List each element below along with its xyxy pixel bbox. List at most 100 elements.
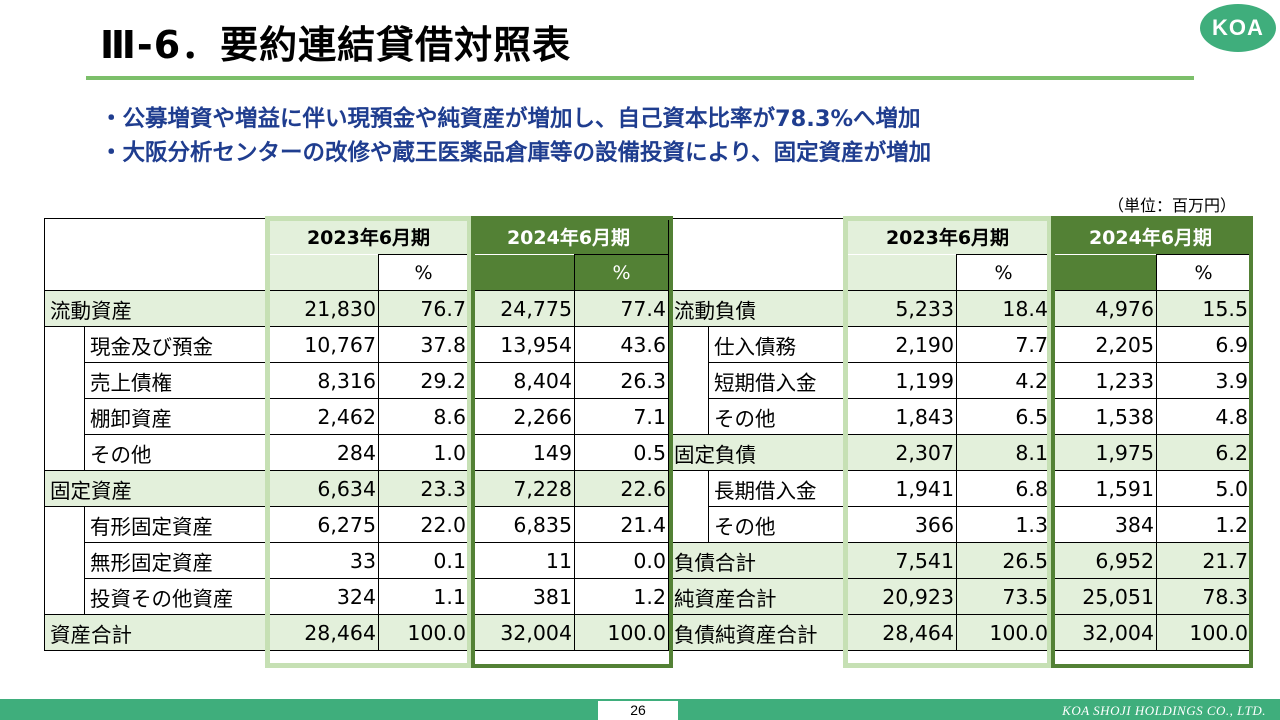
asset-value-2024: 32,004 bbox=[468, 614, 575, 651]
liability-percent-2023: 26.5 bbox=[956, 542, 1051, 579]
asset-indent-spacer bbox=[44, 326, 85, 363]
header-blank-liabilities bbox=[668, 254, 845, 291]
summary-bullets: ・公募増資や増益に伴い現預金や純資産が増加し、自己資本比率が78.3%へ増加 ・… bbox=[100, 102, 931, 170]
asset-category-label: 固定資産 bbox=[44, 470, 269, 507]
liability-percent-2024: 3.9 bbox=[1156, 362, 1251, 399]
liability-percent-2024: 4.8 bbox=[1156, 398, 1251, 435]
asset-value-2023: 21,830 bbox=[268, 290, 379, 327]
liability-item-label: その他 bbox=[708, 506, 845, 543]
asset-percent-2024: 26.3 bbox=[574, 362, 669, 399]
period-header-2024: 2024年6月期 bbox=[468, 218, 669, 255]
asset-item-label: 売上債権 bbox=[84, 362, 269, 399]
asset-percent-2023: 29.2 bbox=[378, 362, 469, 399]
liability-item-label: 長期借入金 bbox=[708, 470, 845, 507]
asset-indent-spacer bbox=[44, 398, 85, 435]
liability-percent-2024: 100.0 bbox=[1156, 614, 1251, 651]
liability-value-2024: 4,976 bbox=[1050, 290, 1157, 327]
liability-value-2023: 2,307 bbox=[844, 434, 957, 471]
asset-value-2023: 33 bbox=[268, 542, 379, 579]
liability-category-label: 固定負債 bbox=[668, 434, 845, 471]
liability-value-2024: 2,205 bbox=[1050, 326, 1157, 363]
liability-percent-2024: 21.7 bbox=[1156, 542, 1251, 579]
liability-percent-2024: 15.5 bbox=[1156, 290, 1251, 327]
liability-value-2023: 28,464 bbox=[844, 614, 957, 651]
asset-item-label: 棚卸資産 bbox=[84, 398, 269, 435]
asset-percent-2023: 8.6 bbox=[378, 398, 469, 435]
asset-percent-2024: 0.5 bbox=[574, 434, 669, 471]
table-row: 現金及び預金 10,767 37.8 13,954 43.6 仕入債務 2,190 7.7 2,… bbox=[44, 326, 1251, 363]
liability-percent-2023: 100.0 bbox=[956, 614, 1051, 651]
asset-value-2023: 2,462 bbox=[268, 398, 379, 435]
period-header-2024: 2024年6月期 bbox=[1050, 218, 1251, 255]
table-row: 資産合計 28,464 100.0 32,004 100.0 負債純資産合計 28,464 1… bbox=[44, 614, 1251, 651]
header-blank-2024 bbox=[468, 254, 575, 291]
asset-value-2024: 11 bbox=[468, 542, 575, 579]
table-row: その他 284 1.0 149 0.5 固定負債 2,307 8.1 1,975 6.2 bbox=[44, 434, 1251, 471]
percent-header: % bbox=[956, 254, 1051, 291]
liability-percent-2023: 18.4 bbox=[956, 290, 1051, 327]
liability-value-2023: 1,843 bbox=[844, 398, 957, 435]
asset-percent-2024: 43.6 bbox=[574, 326, 669, 363]
liability-percent-2023: 1.3 bbox=[956, 506, 1051, 543]
liability-value-2024: 32,004 bbox=[1050, 614, 1157, 651]
percent-header: % bbox=[1156, 254, 1251, 291]
asset-category-label: 流動資産 bbox=[44, 290, 269, 327]
asset-indent-spacer bbox=[44, 542, 85, 579]
liability-percent-2024: 6.9 bbox=[1156, 326, 1251, 363]
liability-value-2024: 1,591 bbox=[1050, 470, 1157, 507]
asset-percent-2023: 37.8 bbox=[378, 326, 469, 363]
liability-category-label: 純資産合計 bbox=[668, 578, 845, 615]
asset-percent-2023: 1.1 bbox=[378, 578, 469, 615]
liability-percent-2023: 6.8 bbox=[956, 470, 1051, 507]
asset-indent-spacer bbox=[44, 506, 85, 543]
header-row-period: 2023年6月期 2024年6月期 2023年6月期 2024年6月期 bbox=[44, 218, 1251, 255]
asset-percent-2024: 7.1 bbox=[574, 398, 669, 435]
liability-item-label: 短期借入金 bbox=[708, 362, 845, 399]
liability-value-2023: 1,941 bbox=[844, 470, 957, 507]
table-row: 有形固定資産 6,275 22.0 6,835 21.4 その他 366 1.3 384 1.2 bbox=[44, 506, 1251, 543]
table-row: 流動資産 21,830 76.7 24,775 77.4 流動負債 5,233 18.4 4,9… bbox=[44, 290, 1251, 327]
liability-indent-spacer bbox=[668, 470, 709, 507]
asset-percent-2024: 22.6 bbox=[574, 470, 669, 507]
title-underline bbox=[86, 76, 1194, 80]
asset-item-label: 有形固定資産 bbox=[84, 506, 269, 543]
header-blank-assets bbox=[44, 254, 269, 291]
asset-item-label: 無形固定資産 bbox=[84, 542, 269, 579]
asset-percent-2023: 100.0 bbox=[378, 614, 469, 651]
unit-note: （単位：百万円） bbox=[1107, 196, 1236, 215]
liability-indent-spacer bbox=[668, 398, 709, 435]
liability-value-2023: 1,199 bbox=[844, 362, 957, 399]
asset-indent-spacer bbox=[44, 362, 85, 399]
liability-category-label: 流動負債 bbox=[668, 290, 845, 327]
asset-percent-2023: 1.0 bbox=[378, 434, 469, 471]
liability-indent-spacer bbox=[668, 362, 709, 399]
asset-percent-2023: 76.7 bbox=[378, 290, 469, 327]
asset-value-2023: 6,275 bbox=[268, 506, 379, 543]
liability-indent-spacer bbox=[668, 506, 709, 543]
liability-percent-2024: 78.3 bbox=[1156, 578, 1251, 615]
liability-percent-2023: 73.5 bbox=[956, 578, 1051, 615]
liability-value-2024: 25,051 bbox=[1050, 578, 1157, 615]
table-row: 売上債権 8,316 29.2 8,404 26.3 短期借入金 1,199 4.2 1,233… bbox=[44, 362, 1251, 399]
asset-value-2024: 149 bbox=[468, 434, 575, 471]
liability-percent-2023: 4.2 bbox=[956, 362, 1051, 399]
liability-percent-2023: 8.1 bbox=[956, 434, 1051, 471]
table-row: 投資その他資産 324 1.1 381 1.2 純資産合計 20,923 73.5 25,051… bbox=[44, 578, 1251, 615]
bullet-item: ・公募増資や増益に伴い現預金や純資産が増加し、自己資本比率が78.3%へ増加 bbox=[100, 106, 921, 132]
header-blank-2023 bbox=[844, 254, 957, 291]
table-row: 棚卸資産 2,462 8.6 2,266 7.1 その他 1,843 6.5 1,538 4.8 bbox=[44, 398, 1251, 435]
header-blank-2024 bbox=[1050, 254, 1157, 291]
liability-percent-2024: 1.2 bbox=[1156, 506, 1251, 543]
asset-value-2023: 6,634 bbox=[268, 470, 379, 507]
bullet-item: ・大阪分析センターの改修や蔵王医薬品倉庫等の設備投資により、固定資産が増加 bbox=[100, 140, 932, 166]
asset-percent-2023: 0.1 bbox=[378, 542, 469, 579]
asset-value-2024: 24,775 bbox=[468, 290, 575, 327]
liability-indent-spacer bbox=[668, 326, 709, 363]
table-row: 無形固定資産 33 0.1 11 0.0 負債合計 7,541 26.5 6,952 21.7 bbox=[44, 542, 1251, 579]
header-blank-liabilities bbox=[668, 218, 845, 255]
liability-category-label: 負債純資産合計 bbox=[668, 614, 845, 651]
liability-value-2023: 5,233 bbox=[844, 290, 957, 327]
liability-value-2024: 1,538 bbox=[1050, 398, 1157, 435]
liability-value-2023: 20,923 bbox=[844, 578, 957, 615]
asset-value-2023: 284 bbox=[268, 434, 379, 471]
